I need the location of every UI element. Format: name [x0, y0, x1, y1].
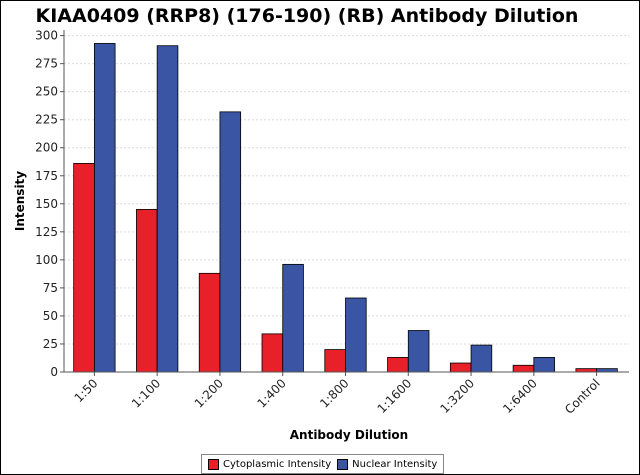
- bar-nuclear: [407, 330, 430, 373]
- bar-nuclear: [533, 357, 555, 373]
- bar-cytoplasmic: [324, 349, 346, 373]
- bar-nuclear: [345, 297, 367, 373]
- bar-cytoplasmic: [261, 333, 284, 373]
- bar-cytoplasmic: [512, 364, 535, 373]
- bar-nuclear: [470, 344, 493, 373]
- legend-item-cytoplasmic: Cytoplasmic Intensity: [208, 458, 332, 470]
- y-tick-label: 125: [35, 225, 58, 239]
- y-tick-label: 0: [50, 365, 58, 379]
- legend-swatch-nuclear: [337, 458, 349, 470]
- legend-swatch-cytoplasmic: [208, 458, 219, 470]
- legend-label-cytoplasmic: Cytoplasmic Intensity: [223, 458, 332, 470]
- bar-cytoplasmic: [575, 368, 598, 373]
- y-axis-label: Intensity: [13, 171, 27, 231]
- x-tick-label: 1:50: [72, 376, 101, 405]
- bar-nuclear: [596, 368, 618, 373]
- y-tick-label: 25: [43, 337, 58, 351]
- y-tick-label: 100: [35, 253, 58, 267]
- y-tick-labels: 0 25 50 75 100 125 150 175 200 225 250 275 300: [35, 29, 64, 379]
- bar-chart: KIAA0409 (RRP8) (176-190) (RB) Antibody …: [13, 5, 629, 442]
- x-tick-label: 1:400: [254, 376, 288, 410]
- x-tick-label: 1:1600: [375, 376, 415, 416]
- x-tick-label: 1:100: [129, 376, 163, 410]
- y-tick-label: 150: [35, 197, 58, 211]
- bar-cytoplasmic: [449, 362, 472, 373]
- x-tick-label: 1:800: [317, 376, 351, 410]
- y-tick-label: 300: [35, 29, 58, 43]
- y-tick-label: 225: [35, 113, 58, 127]
- bar-cytoplasmic: [136, 209, 158, 373]
- bar-nuclear: [282, 263, 304, 373]
- chart-title: KIAA0409 (RRP8) (176-190) (RB) Antibody …: [36, 5, 579, 27]
- axes: [63, 30, 629, 373]
- legend-label-nuclear: Nuclear Intensity: [352, 458, 438, 470]
- y-tick-label: 175: [35, 169, 58, 183]
- bar-cytoplasmic: [387, 357, 409, 373]
- x-tick-labels: 1:50 1:100 1:200 1:400 1:800 1:1600 1:3200 1:64…: [72, 372, 603, 417]
- bar-nuclear: [156, 45, 179, 373]
- chart-legend: Cytoplasmic Intensity Nuclear Intensity: [201, 454, 445, 474]
- x-tick-label: 1:6400: [500, 376, 540, 416]
- y-tick-label: 275: [35, 57, 58, 71]
- bars: [73, 43, 618, 373]
- x-tick-label: Control: [562, 376, 603, 417]
- legend-item-nuclear: Nuclear Intensity: [337, 458, 438, 470]
- bar-cytoplasmic: [73, 163, 95, 373]
- x-axis-label: Antibody Dilution: [290, 428, 408, 442]
- y-tick-label: 200: [35, 141, 58, 155]
- y-tick-label: 75: [43, 281, 58, 295]
- y-tick-label: 250: [35, 85, 58, 99]
- bar-nuclear: [219, 111, 242, 373]
- x-tick-label: 1:200: [192, 376, 226, 410]
- x-tick-label: 1:3200: [437, 376, 477, 416]
- y-tick-label: 50: [43, 309, 58, 323]
- bar-cytoplasmic: [198, 272, 221, 373]
- bar-nuclear: [93, 43, 116, 373]
